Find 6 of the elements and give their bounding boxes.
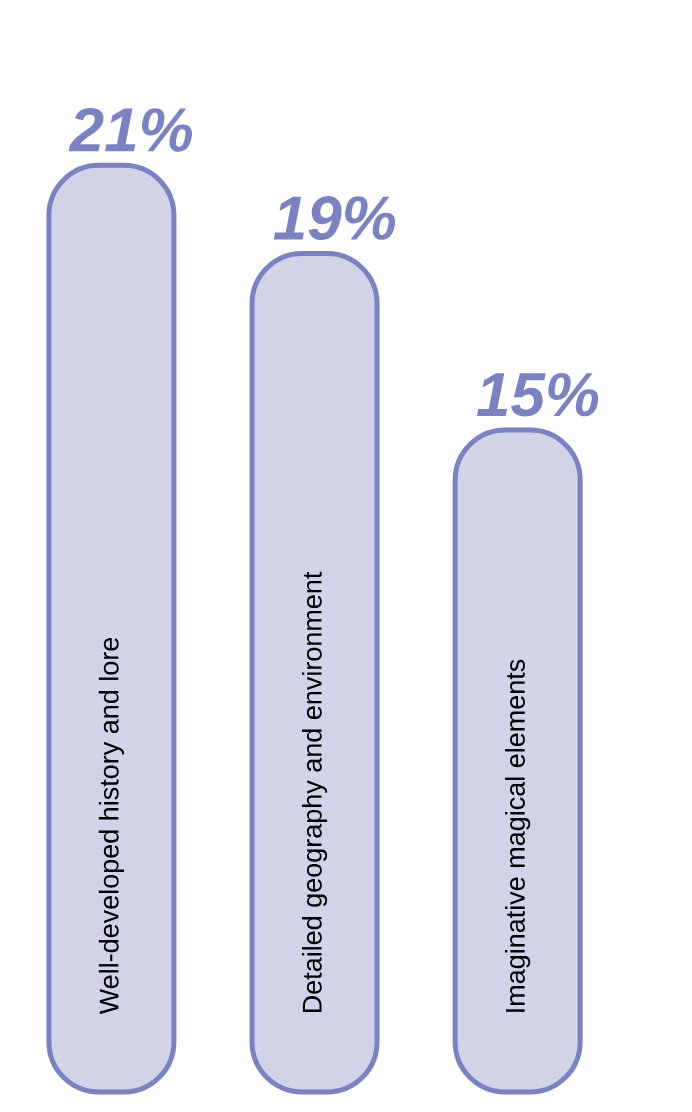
data-label: 19%: [273, 196, 396, 240]
x-tick-label: Detailed geography and environment: [301, 571, 328, 1013]
data-label: 15%: [476, 372, 599, 417]
x-tick-label: Well-developed history and lore: [98, 637, 124, 1015]
x-tick-label: Imaginative magical elements: [505, 659, 531, 1012]
data-label: 21%: [68, 107, 193, 152]
